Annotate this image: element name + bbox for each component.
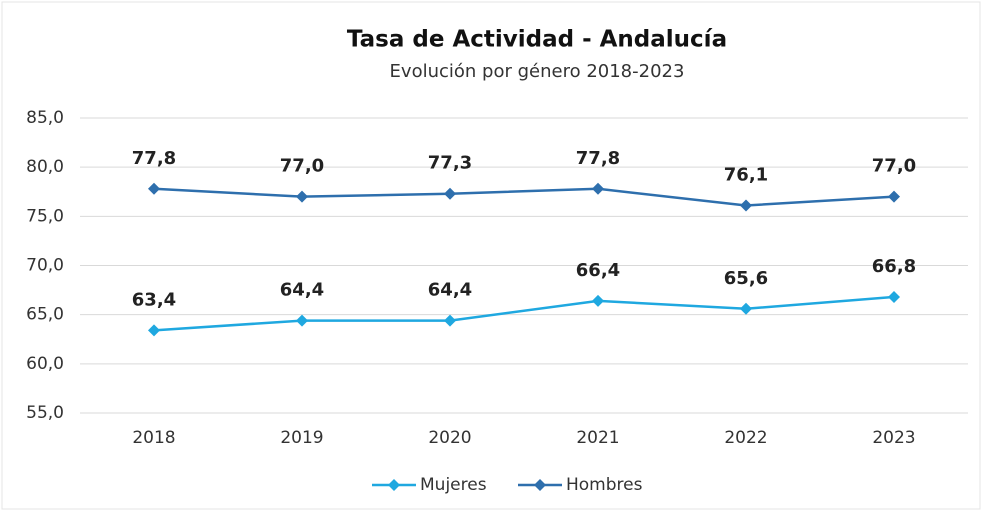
value-label: 77,0 bbox=[872, 156, 916, 177]
point bbox=[296, 314, 308, 327]
value-label: 77,3 bbox=[428, 153, 472, 174]
value-label: 66,8 bbox=[872, 256, 916, 277]
value-label: 77,0 bbox=[280, 156, 324, 177]
value-label: 76,1 bbox=[724, 165, 768, 186]
point bbox=[740, 199, 752, 212]
y-tick-label: 80,0 bbox=[26, 157, 64, 177]
value-label: 64,4 bbox=[428, 280, 472, 301]
chart-title: Tasa de Actividad - Andalucía bbox=[347, 27, 727, 53]
x-tick-label: 2022 bbox=[724, 428, 767, 448]
x-tick-label: 2021 bbox=[576, 428, 619, 448]
point bbox=[296, 190, 308, 203]
value-label: 65,6 bbox=[724, 268, 768, 289]
legend-marker bbox=[388, 479, 400, 491]
y-tick-label: 75,0 bbox=[26, 206, 64, 226]
value-label: 63,4 bbox=[132, 289, 176, 310]
value-label: 66,4 bbox=[576, 260, 620, 281]
point bbox=[148, 182, 160, 195]
point bbox=[444, 187, 456, 200]
y-tick-label: 65,0 bbox=[26, 305, 64, 325]
x-tick-label: 2020 bbox=[428, 428, 471, 448]
series-line bbox=[153, 187, 895, 207]
legend-label: Mujeres bbox=[420, 475, 487, 495]
chart-subtitle: Evolución por género 2018-2023 bbox=[390, 61, 685, 82]
y-tick-label: 55,0 bbox=[26, 403, 64, 423]
value-label: 64,4 bbox=[280, 280, 324, 301]
point bbox=[888, 290, 900, 303]
x-tick-label: 2018 bbox=[132, 428, 175, 448]
point bbox=[148, 324, 160, 337]
x-tick-label: 2019 bbox=[280, 428, 323, 448]
legend-label: Hombres bbox=[566, 475, 643, 495]
legend-marker bbox=[534, 479, 546, 491]
point bbox=[592, 294, 604, 307]
y-tick-label: 85,0 bbox=[26, 108, 64, 128]
series-line bbox=[153, 295, 895, 332]
point bbox=[444, 314, 456, 327]
y-tick-label: 60,0 bbox=[26, 354, 64, 374]
y-tick-label: 70,0 bbox=[26, 256, 64, 276]
value-label: 77,8 bbox=[132, 148, 176, 169]
point bbox=[592, 182, 604, 195]
point bbox=[740, 302, 752, 315]
value-label: 77,8 bbox=[576, 148, 620, 169]
point bbox=[888, 190, 900, 203]
x-tick-label: 2023 bbox=[872, 428, 915, 448]
